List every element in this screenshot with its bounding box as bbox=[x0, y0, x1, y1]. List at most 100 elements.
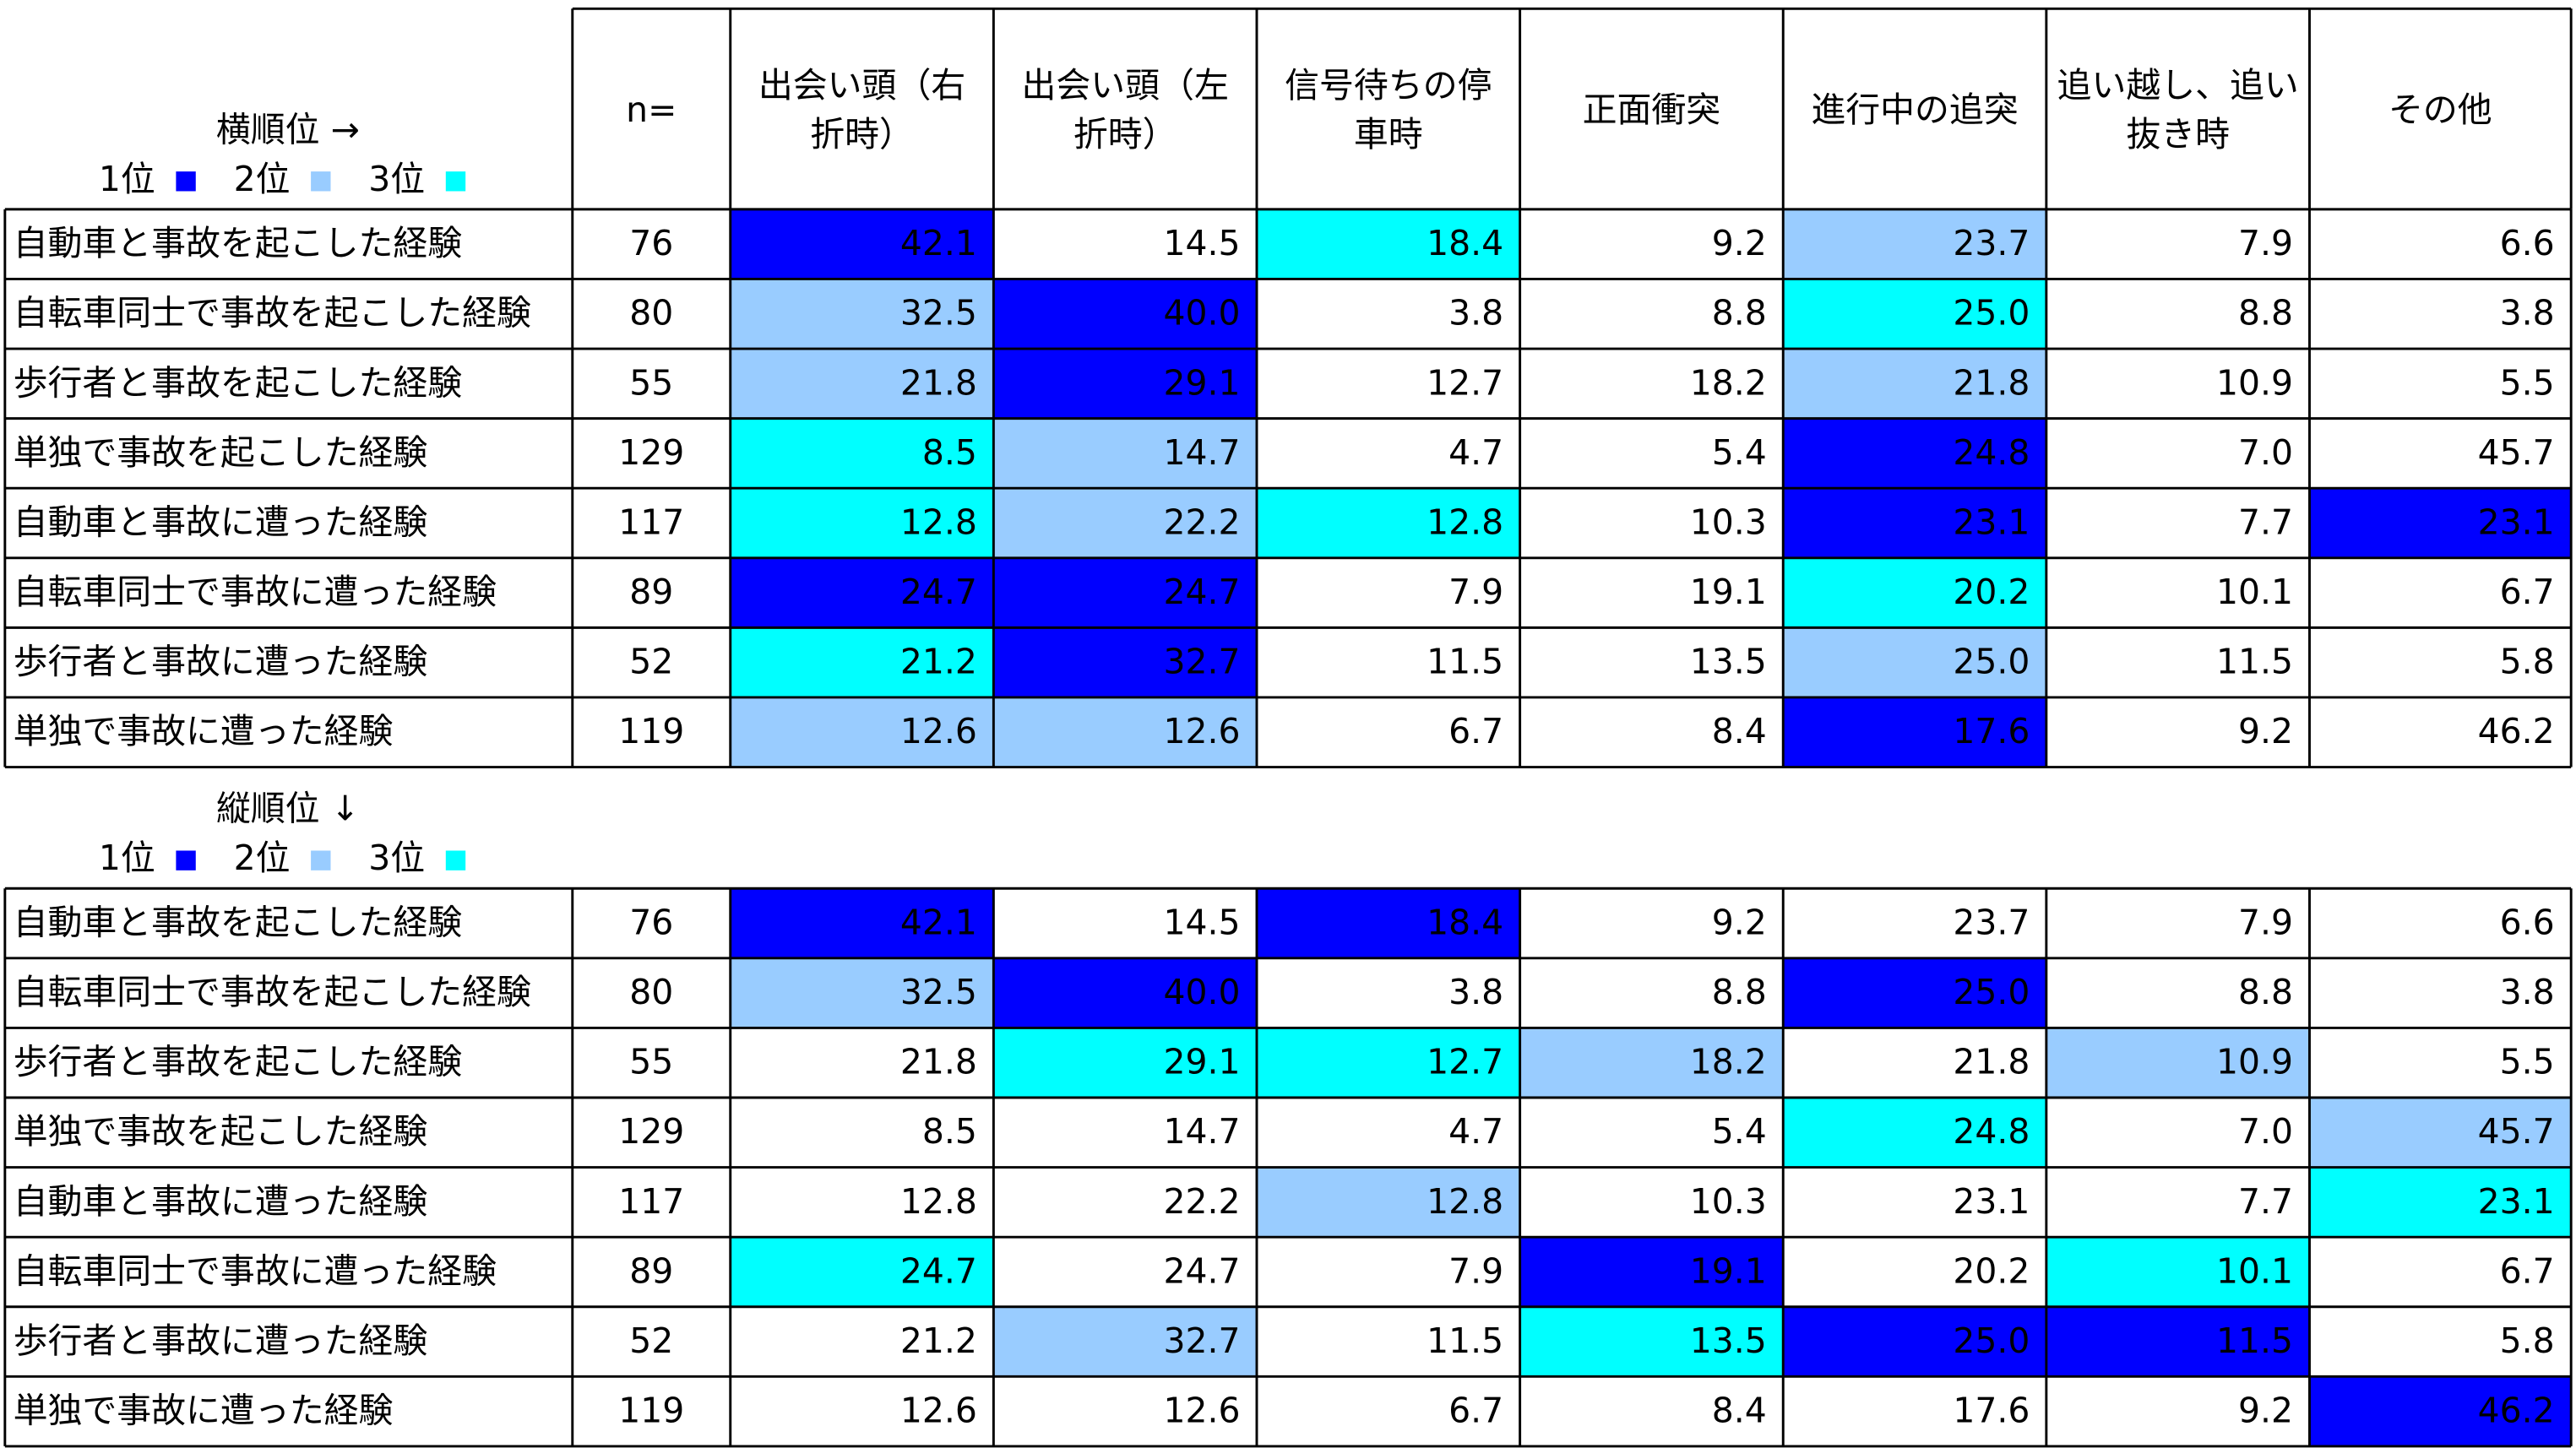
cell-value: 23.1 bbox=[1953, 1181, 2030, 1222]
cell-value: 14.7 bbox=[1163, 432, 1240, 473]
row-label: 歩行者と事故を起こした経験 bbox=[14, 1042, 463, 1082]
cell-value: 6.7 bbox=[2500, 572, 2555, 612]
cell-value: 6.6 bbox=[2500, 223, 2555, 263]
n-value: 129 bbox=[618, 1111, 684, 1152]
n-value: 117 bbox=[618, 1181, 684, 1222]
cell-value: 21.8 bbox=[900, 362, 977, 403]
caption: 横順位 → bbox=[216, 109, 360, 149]
cell-value: 29.1 bbox=[1163, 1042, 1240, 1082]
n-value: 52 bbox=[629, 642, 673, 682]
cell-highlight bbox=[993, 279, 1257, 350]
cell-highlight bbox=[1783, 349, 2046, 419]
n-value: 89 bbox=[629, 572, 673, 612]
cell-value: 10.3 bbox=[1690, 502, 1767, 542]
cell-value: 12.7 bbox=[1427, 362, 1503, 403]
cell-value: 5.8 bbox=[2500, 642, 2555, 682]
cell-highlight bbox=[993, 1028, 1257, 1098]
cell-highlight bbox=[1519, 1237, 1784, 1307]
cell-value: 24.7 bbox=[1163, 572, 1240, 612]
n-value: 80 bbox=[629, 293, 673, 334]
n-value: 119 bbox=[618, 1391, 684, 1431]
cell-value: 20.2 bbox=[1953, 572, 2030, 612]
cell-value: 18.2 bbox=[1690, 362, 1767, 403]
cell-highlight bbox=[993, 627, 1257, 697]
cell-value: 8.4 bbox=[1712, 711, 1767, 751]
n-value: 55 bbox=[629, 362, 673, 403]
cell-value: 9.2 bbox=[2238, 711, 2293, 751]
legend-label: 2位 bbox=[234, 159, 291, 199]
cell-value: 14.7 bbox=[1163, 1111, 1240, 1152]
row-label: 自転車同士で事故を起こした経験 bbox=[14, 293, 531, 334]
cell-value: 5.5 bbox=[2500, 1042, 2555, 1082]
cell-value: 3.8 bbox=[2500, 972, 2555, 1012]
cell-value: 9.2 bbox=[2238, 1391, 2293, 1431]
cell-value: 24.7 bbox=[1163, 1250, 1240, 1291]
cell-value: 24.7 bbox=[900, 572, 977, 612]
legend-label: 2位 bbox=[234, 838, 291, 878]
cell-highlight bbox=[1783, 488, 2046, 558]
cell-value: 5.5 bbox=[2500, 362, 2555, 403]
row-label: 自動車と事故に遭った経験 bbox=[14, 1181, 428, 1222]
cell-highlight bbox=[730, 888, 994, 958]
cell-value: 42.1 bbox=[900, 223, 977, 263]
cell-highlight bbox=[2309, 1167, 2572, 1238]
cell-value: 14.5 bbox=[1163, 223, 1240, 263]
n-value: 55 bbox=[629, 1042, 673, 1082]
cell-highlight bbox=[730, 627, 994, 697]
row-label: 自動車と事故を起こした経験 bbox=[14, 223, 463, 263]
cell-value: 18.4 bbox=[1427, 903, 1503, 943]
cell-value: 32.7 bbox=[1163, 642, 1240, 682]
cell-value: 7.0 bbox=[2238, 1111, 2293, 1152]
n-value: 80 bbox=[629, 972, 673, 1012]
column-header: n= bbox=[626, 89, 677, 130]
column-header: 追い越し、追い bbox=[2057, 65, 2299, 106]
cell-value: 10.1 bbox=[2216, 572, 2293, 612]
column-header: 出会い頭（右 bbox=[758, 65, 965, 106]
cell-highlight bbox=[2046, 1237, 2310, 1307]
row-label: 単独で事故に遭った経験 bbox=[14, 1391, 394, 1431]
cell-highlight bbox=[2309, 1098, 2572, 1168]
cell-highlight bbox=[1256, 888, 1520, 958]
column-header: 抜き時 bbox=[2126, 114, 2230, 155]
row-label: 自転車同士で事故に遭った経験 bbox=[14, 1250, 497, 1291]
cell-value: 22.2 bbox=[1163, 1181, 1240, 1222]
cell-highlight bbox=[1256, 488, 1520, 558]
cell-value: 10.1 bbox=[2216, 1250, 2293, 1291]
legend-swatch bbox=[176, 850, 196, 870]
cell-value: 10.3 bbox=[1690, 1181, 1767, 1222]
cell-value: 8.5 bbox=[922, 432, 977, 473]
legend-swatch bbox=[311, 171, 331, 192]
cell-value: 8.4 bbox=[1712, 1391, 1767, 1431]
caption: 縦順位 ↓ bbox=[216, 789, 360, 829]
cell-value: 21.2 bbox=[900, 642, 977, 682]
cell-value: 5.8 bbox=[2500, 1321, 2555, 1361]
cell-highlight bbox=[730, 418, 994, 489]
cell-value: 7.7 bbox=[2238, 502, 2293, 542]
cell-value: 5.4 bbox=[1712, 432, 1767, 473]
cell-value: 12.6 bbox=[900, 1391, 977, 1431]
cell-highlight bbox=[730, 279, 994, 350]
cell-value: 45.7 bbox=[2478, 432, 2555, 473]
cell-value: 12.8 bbox=[1427, 502, 1503, 542]
cell-value: 7.0 bbox=[2238, 432, 2293, 473]
cell-value: 29.1 bbox=[1163, 362, 1240, 403]
cell-value: 46.2 bbox=[2478, 1391, 2555, 1431]
cell-value: 32.5 bbox=[900, 293, 977, 334]
cell-value: 21.8 bbox=[900, 1042, 977, 1082]
cell-value: 21.2 bbox=[900, 1321, 977, 1361]
cell-value: 19.1 bbox=[1690, 572, 1767, 612]
row-label: 単独で事故に遭った経験 bbox=[14, 711, 394, 751]
legend-swatch bbox=[445, 171, 466, 192]
cell-value: 10.9 bbox=[2216, 1042, 2293, 1082]
cell-value: 7.7 bbox=[2238, 1181, 2293, 1222]
cell-highlight bbox=[1519, 1306, 1784, 1377]
cell-highlight bbox=[2046, 1306, 2310, 1377]
cell-highlight bbox=[993, 418, 1257, 489]
cell-highlight bbox=[1519, 1028, 1784, 1098]
cell-value: 5.4 bbox=[1712, 1111, 1767, 1152]
column-header: 折時） bbox=[810, 114, 914, 155]
cell-highlight bbox=[1256, 1028, 1520, 1098]
cell-value: 6.6 bbox=[2500, 903, 2555, 943]
cell-value: 24.7 bbox=[900, 1250, 977, 1291]
